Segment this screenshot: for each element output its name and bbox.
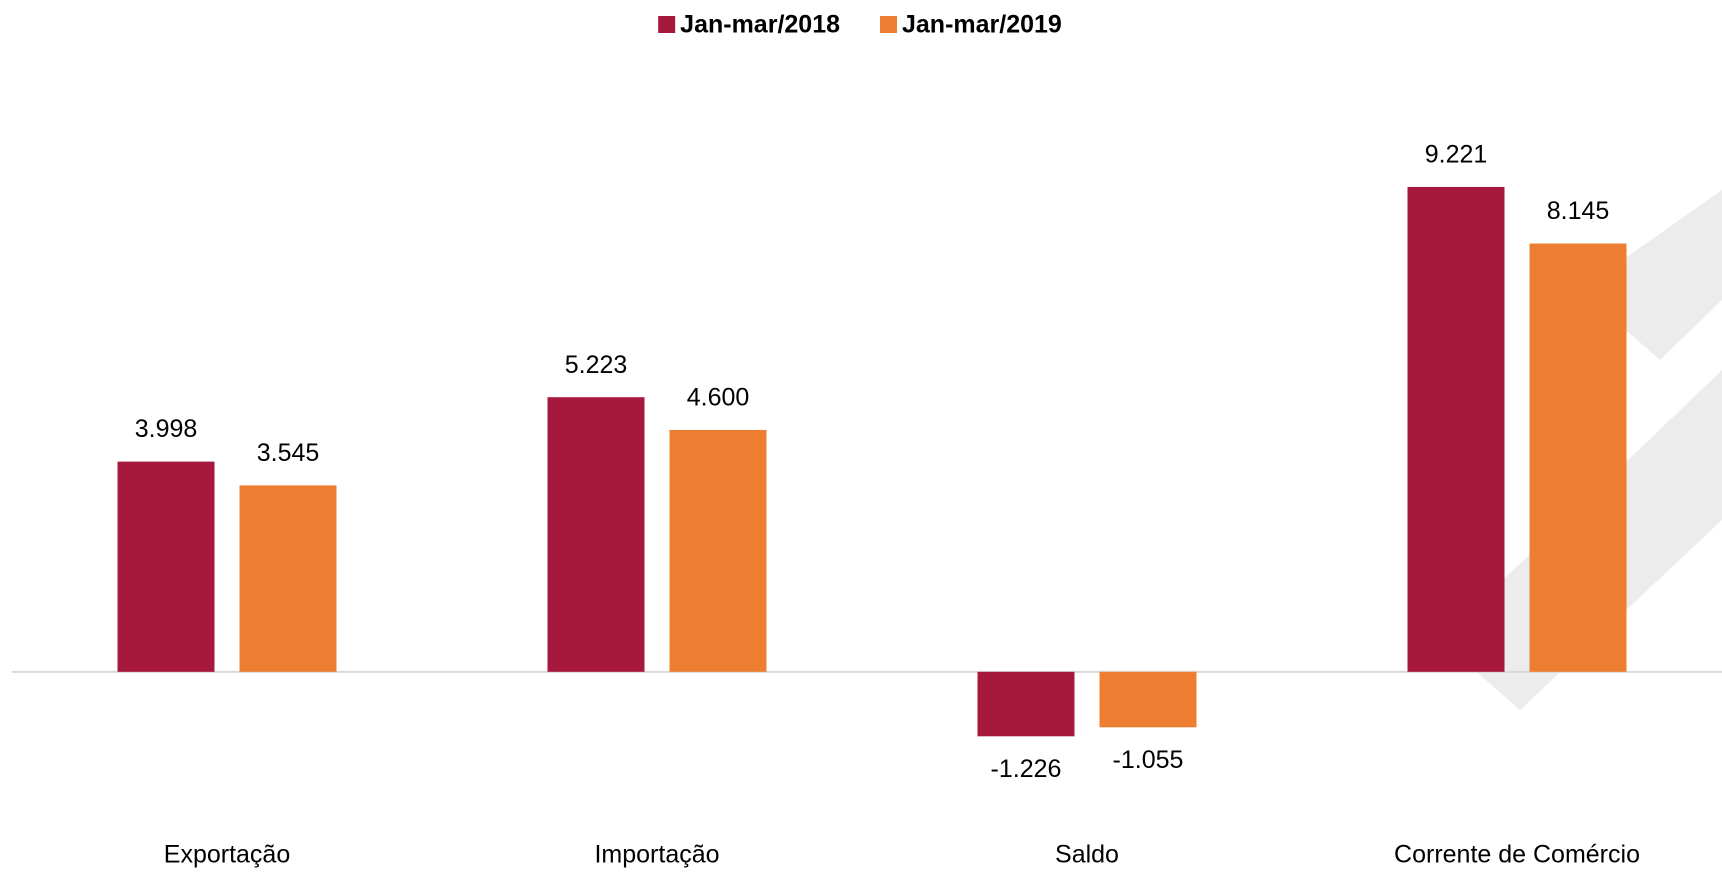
legend-label: Jan-mar/2018 xyxy=(680,11,840,39)
legend-swatch xyxy=(880,16,897,33)
data-label: 4.600 xyxy=(687,384,750,412)
x-tick-label: Exportação xyxy=(164,841,290,869)
data-label: 9.221 xyxy=(1425,141,1488,169)
bar xyxy=(1099,671,1197,728)
legend-label: Jan-mar/2019 xyxy=(902,11,1062,39)
legend-swatch xyxy=(658,16,676,33)
data-label: -1.055 xyxy=(1113,746,1184,774)
legend-item: Jan-mar/2019 xyxy=(880,11,1062,39)
data-label: 8.145 xyxy=(1547,197,1610,225)
data-label: 3.998 xyxy=(135,415,198,443)
bar xyxy=(239,485,337,672)
bar xyxy=(1529,243,1627,672)
x-tick-label: Corrente de Comércio xyxy=(1394,841,1640,869)
bar xyxy=(547,397,645,672)
bar xyxy=(977,671,1075,737)
legend: Jan-mar/2018 Jan-mar/2019 xyxy=(658,11,1062,39)
bar xyxy=(117,461,215,672)
data-label: 3.545 xyxy=(257,439,320,467)
x-tick-label: Saldo xyxy=(1055,841,1119,869)
legend-item: Jan-mar/2018 xyxy=(658,11,840,39)
data-label: 5.223 xyxy=(565,351,628,379)
x-tick-label: Importação xyxy=(594,841,719,869)
bar xyxy=(669,429,767,672)
data-label: -1.226 xyxy=(991,755,1062,783)
bar xyxy=(1407,186,1505,672)
